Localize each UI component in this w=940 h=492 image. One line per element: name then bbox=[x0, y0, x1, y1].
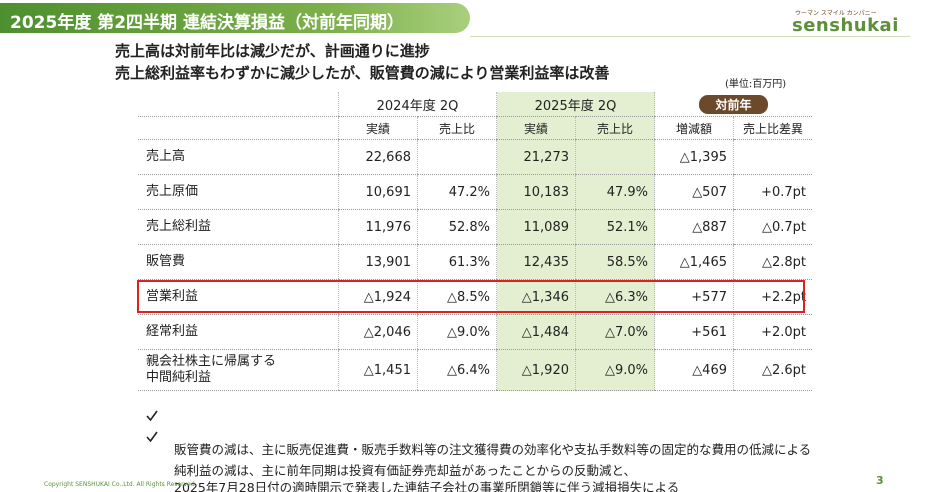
check-icon bbox=[146, 410, 158, 422]
table-row: 親会社株主に帰属する 中間純利益 △1,451 △6.4% △1,920 △9.0% △4… bbox=[138, 349, 812, 391]
value-cell: 52.8% bbox=[417, 209, 497, 245]
highlight-box bbox=[137, 280, 805, 313]
group-header: 2025年度 2Q bbox=[496, 92, 655, 117]
value-cell: △2.6pt bbox=[733, 349, 812, 391]
value-cell: △1,484 bbox=[496, 314, 576, 350]
empty-cell bbox=[575, 139, 655, 175]
value-cell: +561 bbox=[654, 314, 734, 350]
logo: senshukai bbox=[792, 15, 899, 36]
title: 2025年度 第2四半期 連結決算損益（対前年同期） bbox=[10, 13, 404, 33]
check-icon bbox=[146, 431, 158, 443]
divider bbox=[470, 36, 910, 37]
row-label: 売上原価 bbox=[138, 174, 339, 210]
value-cell: +0.7pt bbox=[733, 174, 812, 210]
row-label: 営業利益 bbox=[138, 279, 339, 315]
note: 純利益の減は、主に前年同期は投資有価証券売却益があったことからの反動減と、 20… bbox=[146, 428, 680, 492]
table-row: 販管費 13,901 61.3% 12,435 58.5% △1,465 △2.8pt bbox=[138, 244, 812, 280]
value-cell: △7.0% bbox=[575, 314, 655, 350]
value-cell: 47.2% bbox=[417, 174, 497, 210]
table-row: 売上原価 10,691 47.2% 10,183 47.9% △507 +0.7pt bbox=[138, 174, 812, 210]
results-table: 2024年度 2Q 2025年度 2Q 対前年 実績 売上比 実績 売上比 増減額 売上比差異売… bbox=[138, 92, 812, 391]
column-header: 売上比差異 bbox=[733, 116, 812, 140]
value-cell: 21,273 bbox=[496, 139, 576, 175]
value-cell: 58.5% bbox=[575, 244, 655, 280]
column-header: 売上比 bbox=[417, 116, 497, 140]
row-label: 売上総利益 bbox=[138, 209, 339, 245]
value-cell: 11,089 bbox=[496, 209, 576, 245]
table-row: 経常利益 △2,046 △9.0% △1,484 △7.0% +561 +2.0pt bbox=[138, 314, 812, 350]
note-text: 販管費の減は、主に販売促進費・販売手数料等の注文獲得費の効率化や支払手数料等の固… bbox=[174, 442, 812, 457]
value-cell: △6.3% bbox=[575, 279, 655, 315]
value-cell: 10,183 bbox=[496, 174, 576, 210]
value-cell: 47.9% bbox=[575, 174, 655, 210]
row-label: 親会社株主に帰属する 中間純利益 bbox=[138, 349, 339, 391]
value-cell: △8.5% bbox=[417, 279, 497, 315]
value-cell: 52.1% bbox=[575, 209, 655, 245]
value-cell: △9.0% bbox=[575, 349, 655, 391]
column-header-row: 実績 売上比 実績 売上比 増減額 売上比差異 bbox=[138, 116, 812, 140]
title-bar: 2025年度 第2四半期 連結決算損益（対前年同期） bbox=[0, 3, 470, 33]
group-header: 2024年度 2Q bbox=[338, 92, 497, 117]
copyright: Copyright SENSHUKAI Co.,Ltd. All Rights … bbox=[44, 481, 197, 488]
value-cell: 11,976 bbox=[338, 209, 418, 245]
empty-cell bbox=[417, 139, 497, 175]
value-cell: +577 bbox=[654, 279, 734, 315]
column-header: 売上比 bbox=[575, 116, 655, 140]
page-number: 3 bbox=[876, 474, 884, 487]
value-cell: 10,691 bbox=[338, 174, 418, 210]
value-cell: △1,920 bbox=[496, 349, 576, 391]
column-header: 実績 bbox=[338, 116, 418, 140]
value-cell: △507 bbox=[654, 174, 734, 210]
value-cell: △1,924 bbox=[338, 279, 418, 315]
note: 販管費の減は、主に販売促進費・販売手数料等の注文獲得費の効率化や支払手数料等の固… bbox=[146, 407, 812, 475]
table-row: 売上高 22,668 21,273 △1,395 bbox=[138, 139, 812, 175]
value-cell: △887 bbox=[654, 209, 734, 245]
group-header-row: 2024年度 2Q 2025年度 2Q 対前年 bbox=[138, 92, 812, 117]
group-header: 対前年 bbox=[654, 92, 812, 117]
value-cell: 61.3% bbox=[417, 244, 497, 280]
unit-note: (単位:百万円) bbox=[725, 79, 787, 90]
value-cell: △1,465 bbox=[654, 244, 734, 280]
empty-cell bbox=[733, 139, 812, 175]
summary-line: 売上総利益率もわずかに減少したが、販管費の減により営業利益率は改善 bbox=[115, 64, 610, 82]
corner-cell bbox=[138, 116, 339, 140]
summary-line: 売上高は対前年比は減少だが、計画通りに進捗 bbox=[115, 42, 430, 60]
table-row: 売上総利益 11,976 52.8% 11,089 52.1% △887 △0.7pt bbox=[138, 209, 812, 245]
value-cell: △469 bbox=[654, 349, 734, 391]
value-cell: +2.2pt bbox=[733, 279, 812, 315]
value-cell: 13,901 bbox=[338, 244, 418, 280]
note-text: 純利益の減は、主に前年同期は投資有価証券売却益があったことからの反動減と、 20… bbox=[174, 463, 680, 492]
value-cell: △1,451 bbox=[338, 349, 418, 391]
value-cell: 12,435 bbox=[496, 244, 576, 280]
row-label: 売上高 bbox=[138, 139, 339, 175]
row-label: 経常利益 bbox=[138, 314, 339, 350]
logo-tagline: ウーマン スマイル カンパニー bbox=[795, 10, 877, 17]
group-label: 対前年 bbox=[699, 94, 768, 114]
value-cell: △1,395 bbox=[654, 139, 734, 175]
value-cell: △2,046 bbox=[338, 314, 418, 350]
value-cell: △1,346 bbox=[496, 279, 576, 315]
value-cell: △0.7pt bbox=[733, 209, 812, 245]
value-cell: +2.0pt bbox=[733, 314, 812, 350]
column-header: 実績 bbox=[496, 116, 576, 140]
value-cell: 22,668 bbox=[338, 139, 418, 175]
table-row: 営業利益 △1,924 △8.5% △1,346 △6.3% +577 +2.2pt bbox=[138, 279, 812, 315]
corner-cell bbox=[138, 92, 339, 117]
row-label: 販管費 bbox=[138, 244, 339, 280]
value-cell: △9.0% bbox=[417, 314, 497, 350]
value-cell: △6.4% bbox=[417, 349, 497, 391]
value-cell: △2.8pt bbox=[733, 244, 812, 280]
column-header: 増減額 bbox=[654, 116, 734, 140]
